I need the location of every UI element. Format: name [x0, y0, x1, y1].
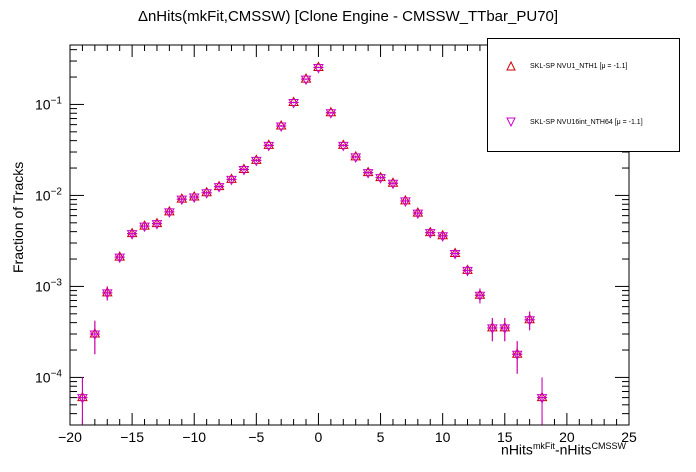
data-point-series-1	[300, 73, 312, 83]
data-point-series-2	[188, 193, 200, 204]
data-point-series-2	[350, 153, 362, 163]
data-point-series-2	[474, 291, 486, 302]
data-point-series-1	[263, 139, 275, 149]
data-point-series-2	[151, 220, 163, 230]
data-point-series-2	[313, 63, 324, 74]
data-point-series-2	[487, 324, 498, 334]
data-point-series-2	[101, 289, 113, 299]
data-point-series-2	[126, 230, 138, 240]
data-point-series-2	[275, 122, 287, 132]
x-axis-label: nHitsmkFit-nHitsCMSSW	[501, 441, 626, 458]
data-point-series-2	[201, 189, 212, 199]
data-point-series-1	[337, 139, 349, 149]
data-point-series-1	[288, 96, 299, 107]
triangle-down-marker-icon	[506, 117, 516, 127]
data-point-series-1	[139, 220, 150, 230]
x-tick-label: 25	[621, 429, 637, 445]
data-point-series-1	[250, 154, 262, 164]
data-point-series-2	[89, 330, 101, 341]
y-tick-label: 10−1	[35, 95, 62, 112]
data-point-series-1	[238, 163, 250, 173]
x-tick-label: −20	[58, 429, 82, 445]
data-point-series-2	[400, 197, 411, 207]
data-point-series-2	[250, 156, 262, 167]
data-point-series-1	[151, 217, 163, 228]
legend: SKL-SP NVU1_NTH1 [μ = -1.1] SKL-SP NVU16…	[487, 38, 680, 152]
x-tick-label: 20	[559, 429, 575, 445]
data-point-series-1	[201, 186, 212, 197]
x-tick-label: 5	[377, 429, 385, 445]
data-point-series-2	[412, 209, 424, 220]
x-tick-label: −10	[182, 429, 206, 445]
data-point-series-2	[387, 179, 399, 190]
data-point-series-1	[275, 119, 287, 130]
data-point-series-1	[350, 150, 362, 161]
data-point-series-2	[77, 394, 88, 404]
data-point-series-2	[176, 195, 188, 206]
x-tick-label: 0	[315, 429, 323, 445]
chart-title: ΔnHits(mkFit,CMSSW) [Clone Engine - CMSS…	[137, 8, 559, 25]
data-point-series-2	[424, 229, 436, 239]
data-point-series-2	[238, 165, 250, 176]
data-point-series-2	[164, 208, 175, 218]
data-point-series-2	[437, 232, 449, 242]
data-point-series-2	[288, 99, 299, 109]
data-point-series-2	[511, 350, 523, 361]
data-point-series-2	[536, 394, 548, 404]
legend-entry-series-2: SKL-SP NVU16int_NTH64 [μ = -1.1]	[506, 117, 643, 127]
data-point-series-2	[362, 169, 374, 179]
data-point-series-2	[499, 324, 511, 334]
data-point-series-2	[462, 266, 473, 277]
data-point-series-1	[176, 193, 188, 203]
y-tick-label: 10−2	[35, 186, 62, 203]
data-point-series-2	[263, 141, 275, 152]
data-point-series-1	[362, 166, 374, 177]
triangle-up-marker-icon	[506, 61, 516, 71]
data-point-series-1	[313, 61, 324, 71]
data-point-series-1	[375, 171, 386, 182]
data-point-series-1	[213, 180, 225, 191]
y-axis-label: Fraction of Tracks	[10, 161, 26, 273]
data-point-series-2	[375, 174, 386, 184]
x-tick-label: 15	[497, 429, 513, 445]
plot-frame	[69, 44, 630, 426]
legend-entry-series-1: SKL-SP NVU1_NTH1 [μ = -1.1]	[506, 61, 627, 71]
legend-label-series-2: SKL-SP NVU16int_NTH64 [μ = -1.1]	[530, 118, 643, 126]
data-point-series-1	[188, 191, 200, 201]
data-point-series-1	[164, 205, 175, 216]
data-point-series-1	[412, 207, 424, 217]
data-point-series-2	[524, 316, 535, 326]
data-point-series-2	[325, 109, 337, 119]
x-tick-label: 10	[435, 429, 451, 445]
x-tick-label: −5	[248, 429, 264, 445]
data-point-series-2	[300, 75, 312, 86]
data-point-series-1	[387, 177, 399, 187]
data-point-series-2	[337, 141, 349, 152]
data-point-series-2	[139, 222, 150, 233]
data-point-series-1	[226, 173, 237, 183]
data-point-series-1	[400, 194, 411, 205]
legend-label-series-1: SKL-SP NVU1_NTH1 [μ = -1.1]	[530, 62, 628, 70]
x-tick-label: −15	[120, 429, 144, 445]
y-tick-label: 10−3	[35, 277, 62, 294]
data-point-series-2	[449, 250, 461, 260]
data-point-series-1	[325, 106, 337, 117]
data-point-series-2	[213, 183, 225, 193]
data-point-series-2	[114, 253, 126, 264]
data-point-series-2	[226, 175, 237, 186]
y-tick-label: 10−4	[35, 368, 62, 385]
